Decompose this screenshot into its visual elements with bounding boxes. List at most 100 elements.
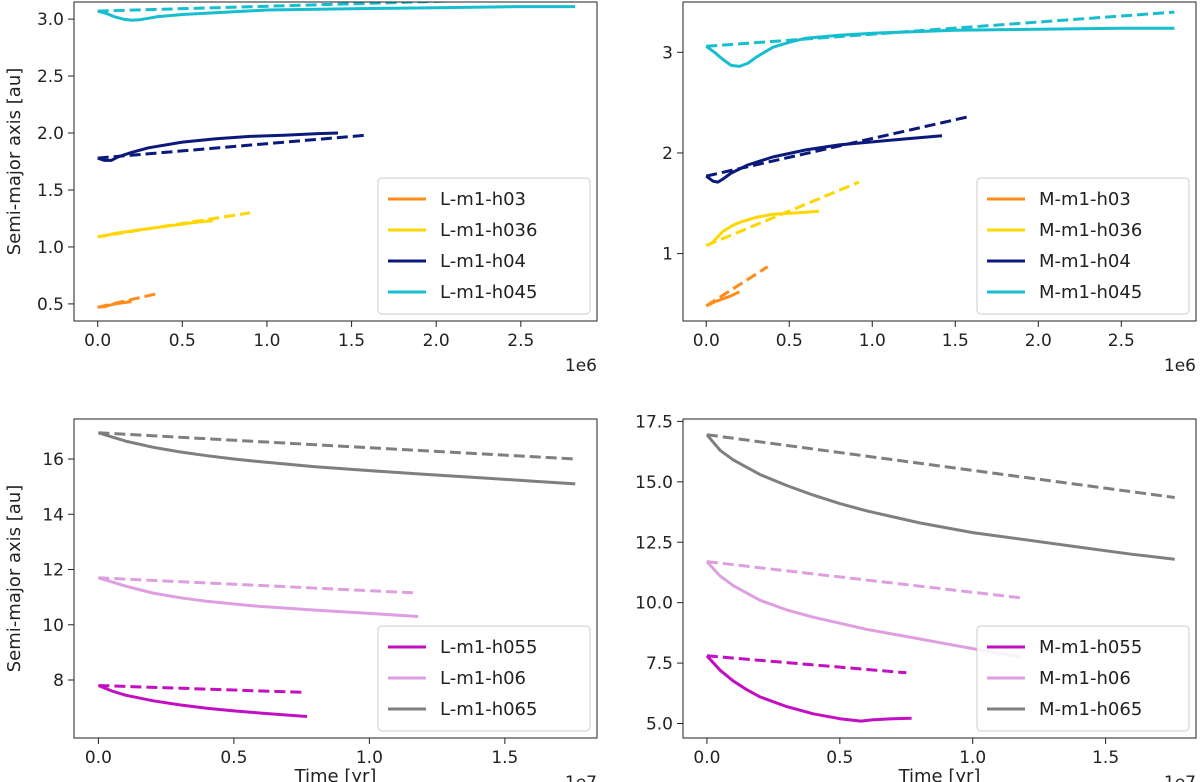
legend-entry: M-m1-h055 (1039, 637, 1142, 658)
series-line-L-m1-h04-dashed (97, 133, 366, 160)
panel-top-left: 0.0 0.5 1.0 1.5 2.0 2.5 0.5 1.0 1.5 2.0 2.5 3.0 1e6 S… (4, 1, 598, 376)
x-tick-label: 2.0 (423, 331, 450, 351)
legend-box (976, 625, 1190, 732)
y-axis-label: Semi-major axis [au] (4, 68, 25, 256)
axes-frame (682, 418, 1197, 739)
series-line-L-m1-h065-solid (97, 431, 576, 486)
x-tick-label: 1.0 (959, 748, 986, 768)
x-tick-label: 0.5 (169, 331, 196, 351)
y-tick-label: 12.5 (635, 533, 673, 553)
legend-entry: M-m1-h045 (1039, 282, 1142, 303)
legend-entry: L-m1-h036 (440, 220, 537, 241)
series-line-M-m1-h055-dashed (706, 654, 907, 675)
y-tick-label: 0.5 (37, 295, 64, 315)
y-tick-label: 8 (53, 671, 64, 691)
y-tick-label: 2.5 (37, 67, 64, 87)
series-line-M-m1-h055-solid (705, 654, 912, 723)
legend-entry: L-m1-h065 (440, 699, 537, 720)
y-tick-label: 3.0 (37, 10, 64, 30)
series-line-L-m1-h065-dashed (98, 431, 576, 461)
series-line-M-m1-h036-dashed (705, 180, 860, 247)
series-line-M-m1-h03-dashed (705, 265, 769, 308)
x-tick-label: 0.0 (693, 748, 720, 768)
legend-box (377, 625, 591, 732)
legend-entry: L-m1-h03 (440, 189, 526, 210)
x-tick-label: 0.5 (826, 748, 853, 768)
series-line-L-m1-h03-dashed (97, 292, 158, 309)
series-group (705, 433, 1175, 723)
y-tick-label: 14 (42, 505, 64, 525)
series-group (97, 431, 576, 718)
legend-entry: M-m1-h03 (1039, 189, 1131, 210)
panel-bottom-right: 0.0 0.5 1.0 1.5 5.0 7.5 10.0 12.5 15.0 17.5 1e7 Tim… (635, 412, 1197, 782)
y-tick-label: 12 (42, 561, 64, 581)
x-tick-label: 1.0 (859, 331, 886, 351)
legend-entry: M-m1-h036 (1039, 220, 1142, 241)
y-tick-label: 1 (662, 245, 673, 265)
x-offset-label: 1e7 (565, 773, 597, 782)
legend-entry: M-m1-h065 (1039, 699, 1142, 720)
x-tick-label: 2.5 (507, 331, 534, 351)
x-tick-label: 2.5 (1108, 331, 1135, 351)
x-axis-label: Time [yr] (294, 766, 377, 782)
legend-box (377, 177, 591, 315)
legend: M-m1-h03 M-m1-h036 M-m1-h04 M-m1-h045 (976, 177, 1190, 315)
y-tick-label: 1.0 (37, 238, 64, 258)
y-tick-label: 1.5 (37, 181, 64, 201)
series-line-M-m1-h045-solid (705, 26, 1175, 68)
x-tick-label: 1.5 (1092, 748, 1119, 768)
series-line-L-m1-h04-solid (97, 131, 339, 162)
x-tick-label: 1.5 (942, 331, 969, 351)
x-tick-label: 0.0 (85, 748, 112, 768)
x-tick-label: 1.5 (338, 331, 365, 351)
series-line-M-m1-h04-solid (705, 134, 943, 184)
panel-bottom-left: 0.0 0.5 1.0 1.5 8 10 12 14 16 1e7 Time [yr] Semi-ma… (4, 418, 598, 782)
x-tick-label: 1.5 (491, 748, 518, 768)
y-tick-label: 17.5 (635, 412, 673, 432)
x-tick-label: 0.5 (220, 748, 247, 768)
y-tick-label: 10.0 (635, 594, 673, 614)
x-tick-label: 1.0 (253, 331, 280, 351)
legend-entry: M-m1-h04 (1039, 251, 1131, 272)
series-line-M-m1-h045-dashed (706, 10, 1175, 48)
panel-top-right: 0.0 0.5 1.0 1.5 2.0 2.51231e6M-m1-h03M-m1-h03… (662, 1, 1197, 376)
series-line-L-m1-h06-solid (97, 576, 419, 618)
y-axis-label: Semi-major axis [au] (4, 485, 25, 673)
series-line-L-m1-h055-dashed (98, 684, 305, 694)
x-tick-label: 0.5 (776, 331, 803, 351)
series-group (97, 2, 575, 309)
x-tick-label: 0.0 (84, 331, 111, 351)
series-line-L-m1-h055-solid (97, 684, 308, 718)
y-tick-label: 5.0 (646, 715, 673, 735)
x-offset-label: 1e7 (1164, 773, 1196, 782)
axes-frame (73, 418, 598, 739)
y-tick-label: 7.5 (646, 654, 673, 674)
series-line-M-m1-h04-dashed (705, 115, 969, 178)
legend: L-m1-h03 L-m1-h036 L-m1-h04 L-m1-h045 (377, 177, 591, 315)
x-offset-label: 1e6 (565, 356, 597, 376)
series-line-L-m1-h036-dashed (97, 211, 251, 239)
x-tick-label: 2.0 (1025, 331, 1052, 351)
series-group (705, 10, 1175, 308)
legend-entry: M-m1-h06 (1039, 668, 1131, 689)
legend-entry: L-m1-h04 (440, 251, 526, 272)
series-line-M-m1-h06-solid (705, 560, 1021, 659)
axes-frame (73, 1, 598, 322)
x-axis-label: Time [yr] (898, 766, 981, 782)
legend: M-m1-h055 M-m1-h06 M-m1-h065 (976, 625, 1190, 732)
y-tick-label: 10 (42, 616, 64, 636)
series-line-L-m1-h045-solid (97, 5, 575, 22)
legend-entry: L-m1-h06 (440, 668, 526, 689)
axes-frame (682, 1, 1197, 322)
x-offset-label: 1e6 (1164, 356, 1196, 376)
legend: L-m1-h055 L-m1-h06 L-m1-h065 (377, 625, 591, 732)
legend-entry: L-m1-h055 (440, 637, 537, 658)
y-tick-label: 2 (662, 144, 673, 164)
series-line-L-m1-h06-dashed (98, 576, 419, 595)
series-line-M-m1-h065-solid (705, 433, 1175, 561)
y-tick-label: 15.0 (635, 473, 673, 493)
legend-entry: L-m1-h045 (440, 282, 537, 303)
series-line-M-m1-h065-dashed (706, 433, 1175, 499)
y-tick-label: 16 (42, 450, 64, 470)
